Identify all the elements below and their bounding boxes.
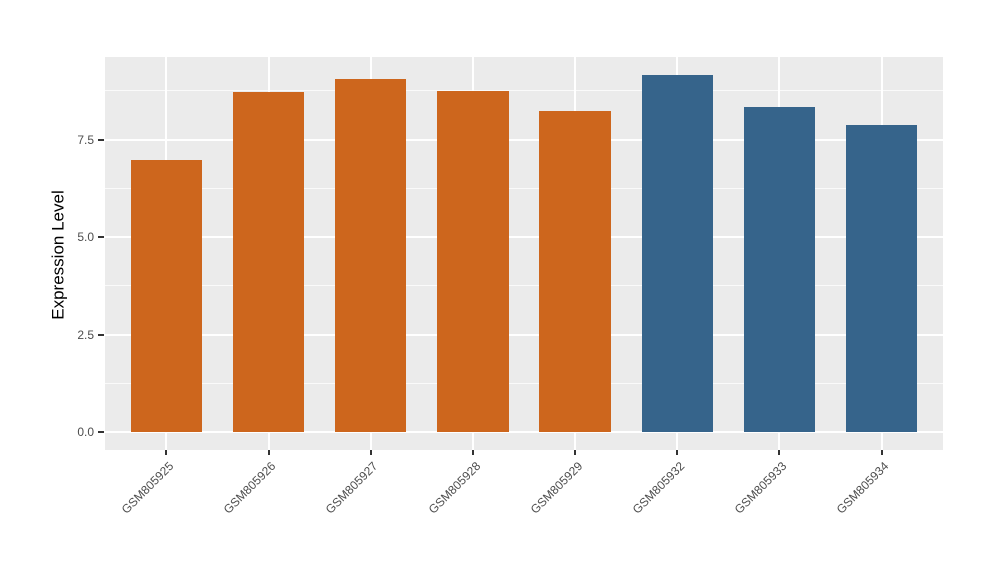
gridline-minor [105,285,943,287]
x-tick-label: GSM805932 [629,459,688,517]
x-tick-mark [778,450,781,455]
y-axis-title: Expression Level [48,190,68,320]
y-tick-label: 2.5 [77,327,94,342]
x-tick-mark [369,450,372,455]
x-tick-label: GSM805925 [118,459,177,517]
y-tick-mark [98,138,104,141]
bar-GSM805926 [232,92,305,433]
y-tick-mark [98,431,104,434]
x-tick-mark [880,450,883,455]
y-tick-label: 0.0 [77,425,94,440]
x-tick-label: GSM805933 [731,459,790,517]
x-tick-mark [165,450,168,455]
bar-GSM805932 [641,74,714,433]
y-tick-mark [98,236,104,239]
x-tick-label: GSM805934 [834,459,892,517]
y-tick-mark [98,333,104,336]
bar-GSM805934 [845,124,918,433]
y-tick-label: 5.0 [77,230,94,245]
bar-GSM805929 [539,111,611,433]
x-tick-label: GSM805927 [323,459,381,517]
gridline-minor [105,382,943,384]
x-tick-mark [471,450,474,455]
bar-GSM805933 [743,106,816,433]
x-tick-mark [676,450,679,455]
bar-GSM805928 [437,90,509,433]
x-tick-label: GSM805928 [425,459,483,517]
bar-GSM805927 [334,78,407,433]
x-tick-label: GSM805929 [527,459,585,517]
gridline-major [105,236,943,239]
gridline-minor [105,187,943,189]
gridline-minor [105,90,943,92]
plot-panel [105,57,943,450]
gridline-major [105,333,943,336]
x-tick-mark [267,450,270,455]
gridline-major [105,431,943,434]
bar-GSM805925 [130,159,203,433]
gridline-major [105,138,943,141]
y-tick-label: 7.5 [77,132,94,147]
x-tick-label: GSM805926 [220,459,279,517]
x-tick-mark [574,450,577,455]
